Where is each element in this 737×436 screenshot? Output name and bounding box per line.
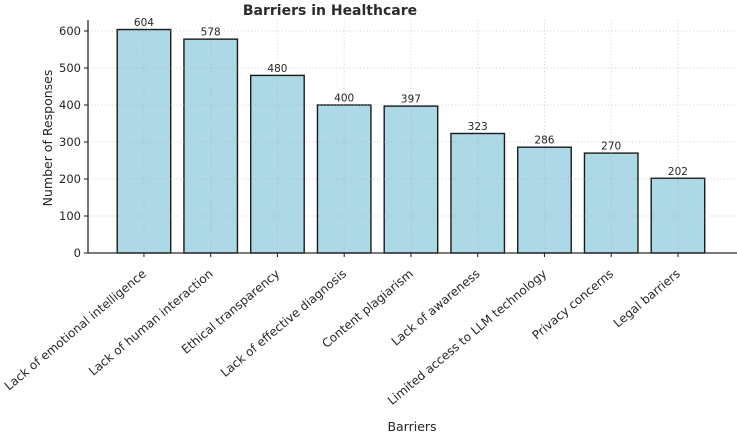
- x-axis-label: Barriers: [387, 419, 436, 434]
- y-tick-label: 500: [59, 61, 81, 75]
- x-tick-label: Lack of human interaction: [86, 267, 216, 379]
- y-tick-label: 0: [74, 246, 81, 260]
- bar-value-label: 202: [668, 166, 688, 178]
- y-axis-label: Number of Responses: [40, 70, 55, 207]
- y-tick-label: 300: [59, 135, 81, 149]
- grid-layer: [88, 20, 737, 253]
- y-tick-label: 200: [59, 172, 81, 186]
- bar: [116, 28, 172, 254]
- bar-value-label: 480: [267, 63, 287, 75]
- bar-value-label: 323: [468, 121, 488, 133]
- bar-value-label: 604: [134, 17, 154, 29]
- x-tick-label: Lack of effective diagnosis: [218, 267, 349, 380]
- bar-value-label: 400: [334, 93, 354, 105]
- bar-value-label: 578: [201, 27, 221, 39]
- y-tick-label: 100: [59, 209, 81, 223]
- y-tick-label: 600: [59, 24, 81, 38]
- axes-layer: [84, 20, 737, 257]
- y-tick-label: 400: [59, 98, 81, 112]
- x-tick-label: Lack of emotional intelligence: [2, 267, 149, 394]
- x-tick-label: Legal barriers: [611, 267, 683, 331]
- chart-title: Barriers in Healthcare: [243, 3, 417, 19]
- bar-value-label: 286: [534, 135, 554, 147]
- bar-value-label: 270: [601, 141, 621, 153]
- bar-value-label: 397: [401, 94, 421, 106]
